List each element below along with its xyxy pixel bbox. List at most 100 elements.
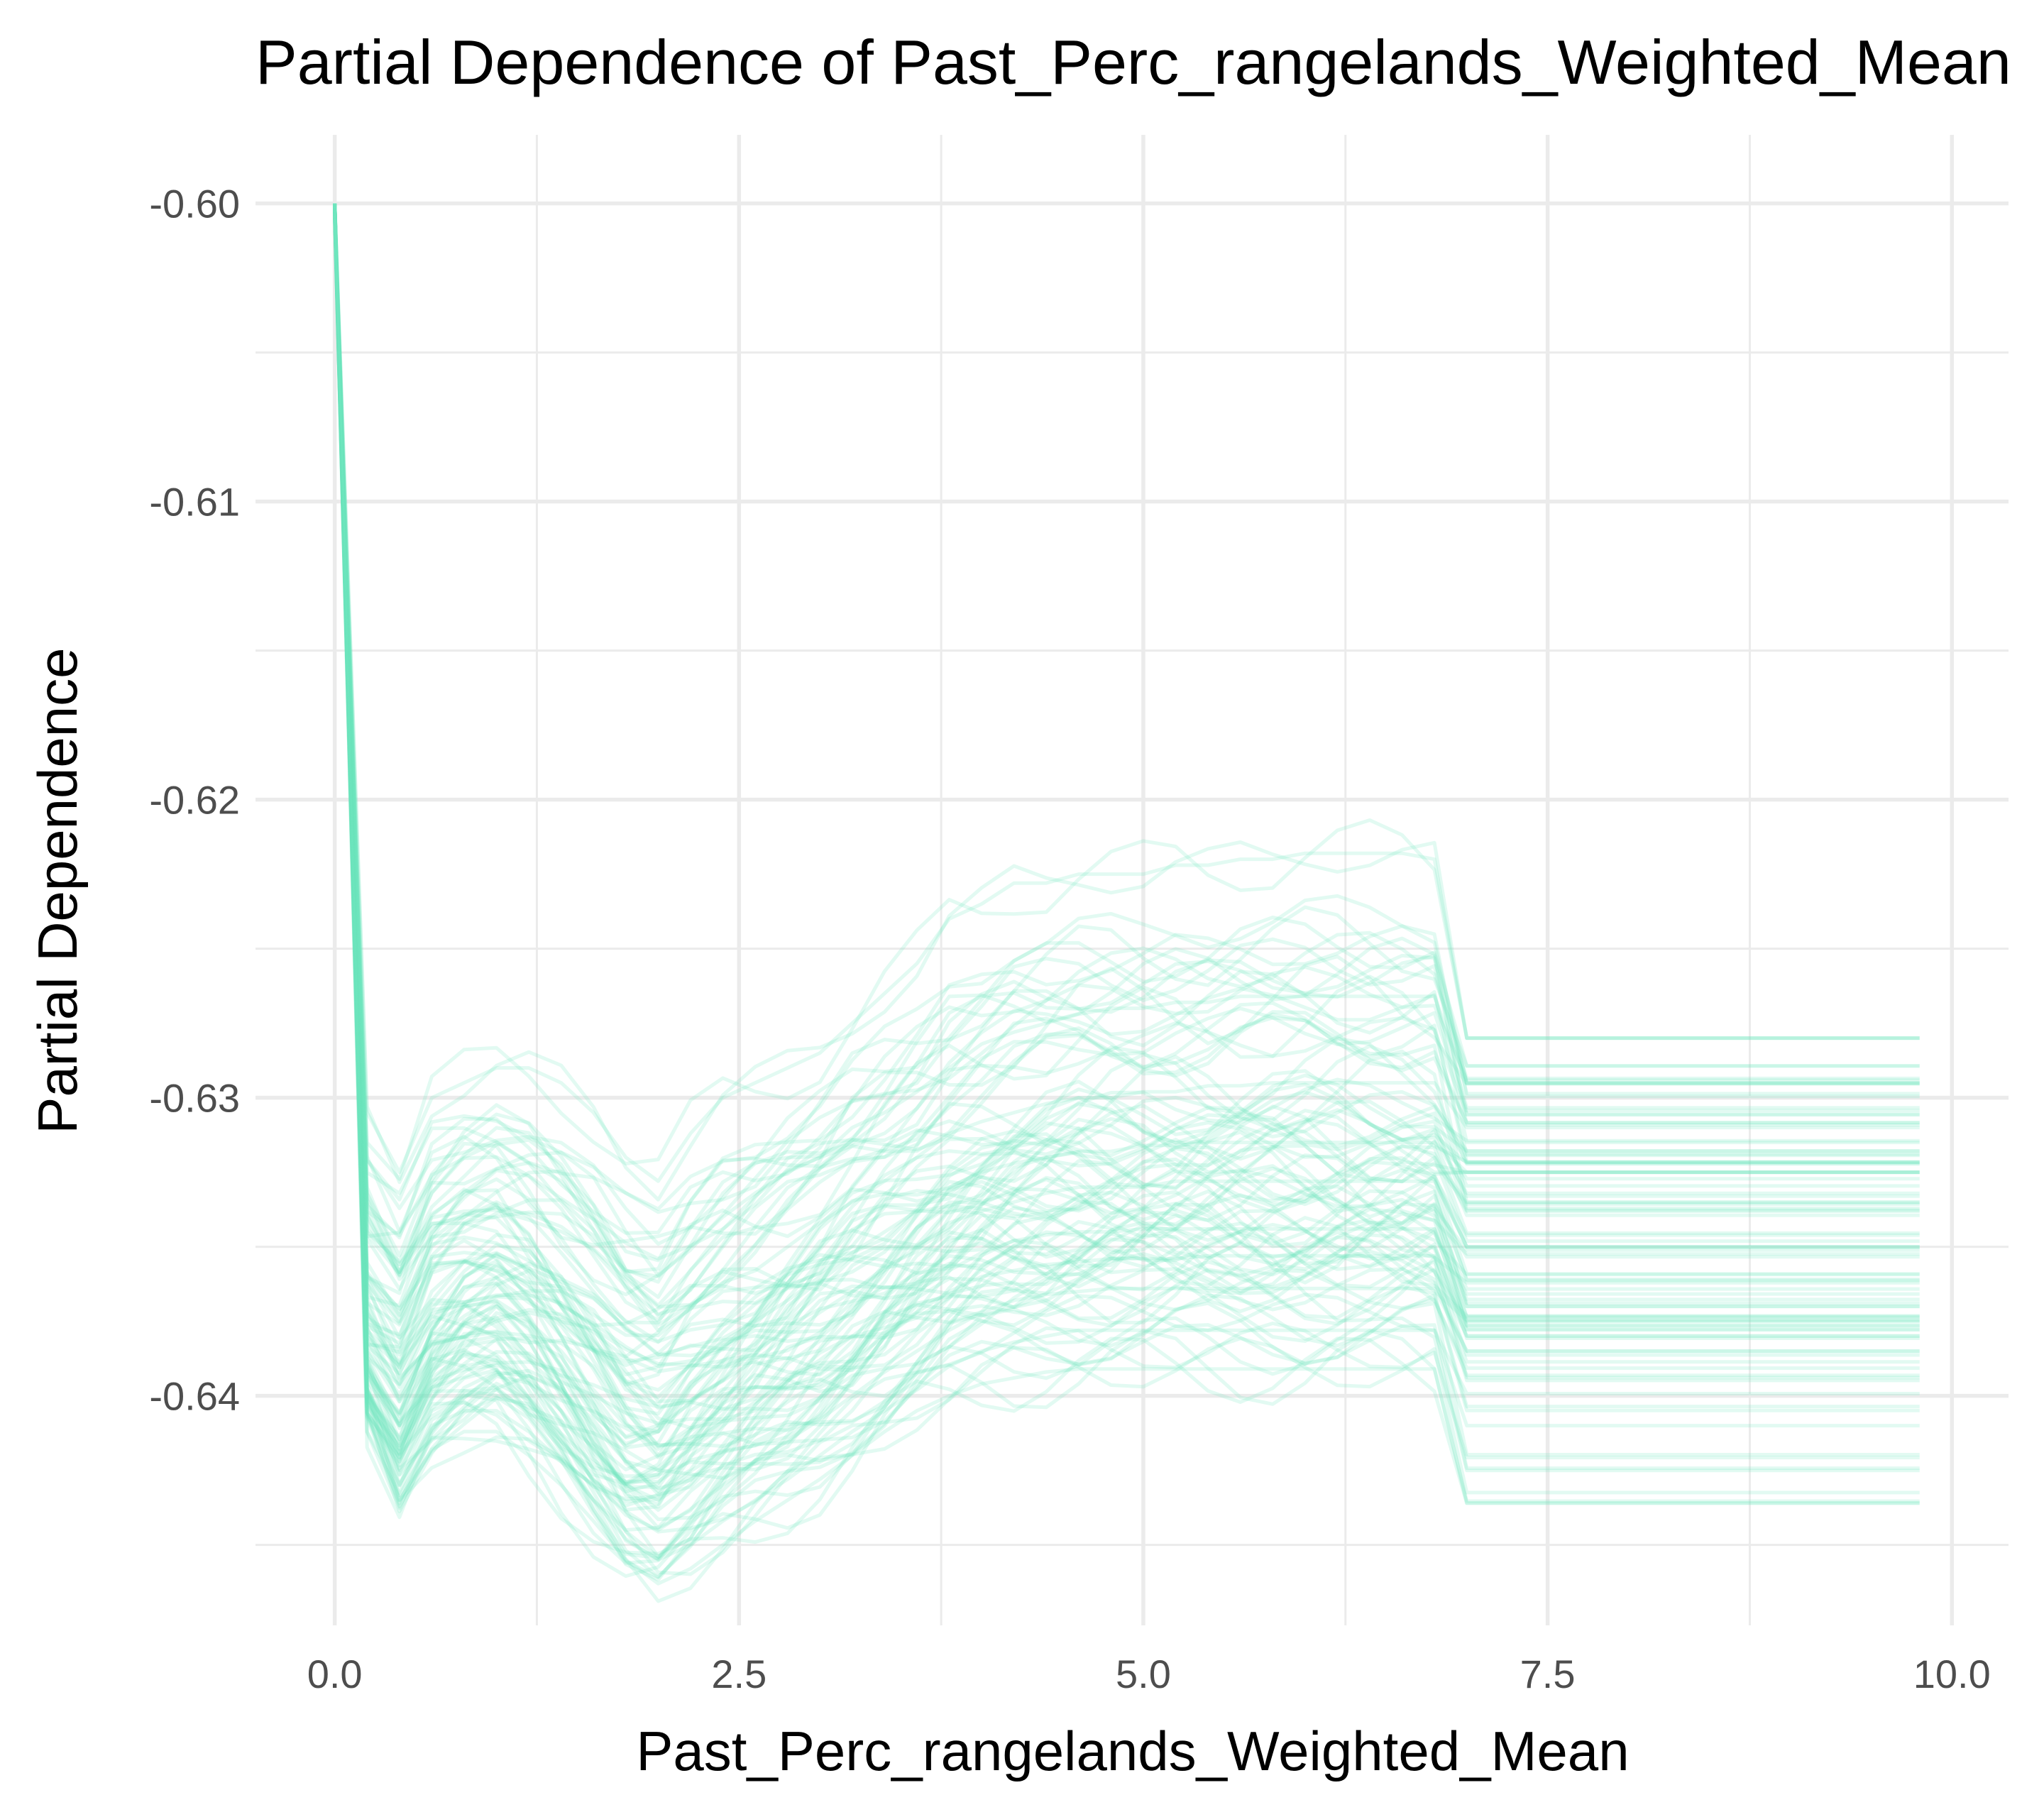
ice-series-line: [333, 208, 1920, 1297]
ice-series-line: [333, 211, 1920, 1489]
ice-series-line: [333, 212, 1920, 1486]
ice-series-line: [333, 212, 1920, 1333]
ice-series-line: [333, 209, 1920, 1459]
ice-series-line: [333, 207, 1920, 1428]
ice-series-line: [333, 204, 1920, 1494]
ice-series-line: [333, 203, 1920, 1560]
ice-series-line: [333, 219, 1920, 1493]
x-tick-label: 2.5: [711, 1652, 766, 1696]
ice-series-line: [333, 209, 1920, 1358]
ice-series-line: [333, 203, 1920, 1240]
ice-series-line: [333, 204, 1920, 1503]
ice-series-line: [333, 215, 1920, 1532]
ice-series-line: [333, 211, 1920, 1425]
y-axis-title: Partial Dependence: [26, 647, 89, 1133]
ice-series-line: [333, 218, 1920, 1322]
ice-series-line: [333, 218, 1920, 1279]
ice-series-line: [333, 205, 1920, 1458]
chart-title: Partial Dependence of Past_Perc_rangelan…: [256, 27, 2011, 97]
x-tick-label: 5.0: [1116, 1652, 1171, 1696]
ice-series-line: [333, 204, 1920, 1530]
y-tick-label: -0.62: [149, 778, 240, 823]
ice-series-line: [333, 212, 1920, 1214]
ice-series-line: [333, 209, 1920, 1299]
ice-series-line: [333, 203, 1920, 1403]
ice-series-line: [333, 217, 1920, 1358]
x-tick-label: 10.0: [1913, 1652, 1991, 1696]
ice-series-line: [333, 209, 1920, 1579]
ice-series-line: [333, 207, 1920, 1416]
ice-series-line: [333, 207, 1920, 1284]
y-tick-label: -0.64: [149, 1374, 240, 1419]
ice-series-line: [333, 205, 1920, 1512]
ice-series-line: [333, 209, 1920, 1556]
ice-series-line: [333, 206, 1920, 1211]
ice-series-line: [333, 219, 1920, 1497]
ice-series-line: [333, 217, 1920, 1261]
ice-series-line: [333, 221, 1920, 1473]
ice-series-line: [333, 210, 1920, 1367]
ice-series-line: [333, 203, 1920, 1487]
ice-series-line: [333, 209, 1920, 1586]
ice-series-line: [333, 208, 1920, 1377]
ice-series-line: [333, 213, 1920, 1579]
ice-series-line: [333, 205, 1920, 1327]
ice-series-line: [333, 215, 1920, 1532]
ice-series-line: [333, 203, 1920, 1486]
x-tick-label: 7.5: [1520, 1652, 1576, 1696]
ice-series-line: [333, 208, 1920, 1534]
ice-series-line: [333, 213, 1920, 1439]
ice-series-line: [333, 203, 1920, 1202]
ice-series-line: [333, 203, 1920, 1181]
ice-series-line: [333, 214, 1920, 1561]
ice-series-line: [333, 209, 1920, 1603]
ice-series-line: [333, 215, 1920, 1430]
ice-series-line: [333, 217, 1920, 1327]
ice-series-line: [333, 203, 1920, 1522]
ice-series-line: [333, 203, 1920, 1485]
ice-lines: [333, 203, 1920, 1603]
ice-series-line: [333, 210, 1920, 1318]
ice-series-line: [333, 212, 1920, 1491]
ice-series-line: [333, 203, 1920, 1562]
ice-series-line: [333, 203, 1920, 1434]
ice-series-line: [333, 204, 1920, 1450]
ice-series-line: [333, 203, 1920, 1501]
ice-series-line: [333, 203, 1920, 1407]
ice-series-line: [333, 215, 1920, 1449]
ice-series-line: [333, 212, 1920, 1246]
ice-series-line: [333, 210, 1920, 1451]
y-axis-ticks: -0.60 -0.61 -0.62 -0.63 -0.64: [149, 182, 240, 1419]
x-tick-label: 0.0: [307, 1652, 363, 1696]
ice-series-line: [333, 212, 1920, 1449]
ice-series-line: [333, 203, 1920, 1344]
ice-series-line: [333, 203, 1920, 1503]
ice-series-line: [333, 219, 1920, 1446]
ice-series-line: [333, 203, 1920, 1472]
ice-series-line: [333, 206, 1920, 1576]
ice-series-line: [333, 203, 1920, 1183]
ice-series-line: [333, 203, 1920, 1277]
ice-series-line: [333, 218, 1920, 1247]
ice-series-line: [333, 221, 1920, 1506]
ice-series-line: [333, 203, 1920, 1448]
ice-series-line: [333, 205, 1920, 1411]
ice-series-line: [333, 214, 1920, 1478]
ice-series-line: [333, 203, 1920, 1513]
ice-series-line: [333, 204, 1920, 1559]
ice-series-line: [333, 208, 1920, 1582]
ice-series-line: [333, 207, 1920, 1410]
ice-series-line: [333, 206, 1920, 1337]
ice-series-line: [333, 204, 1920, 1559]
y-tick-label: -0.60: [149, 182, 240, 226]
ice-series-line: [333, 213, 1920, 1400]
ice-series-line: [333, 208, 1920, 1579]
ice-series-line: [333, 203, 1920, 1357]
x-axis-title: Past_Perc_rangelands_Weighted_Mean: [636, 1720, 1629, 1782]
ice-series-line: [333, 212, 1920, 1369]
ice-series-line: [333, 203, 1920, 1439]
x-axis-ticks: 0.0 2.5 5.0 7.5 10.0: [307, 1652, 1991, 1696]
ice-series-line: [333, 212, 1920, 1392]
ice-series-line: [333, 206, 1920, 1278]
